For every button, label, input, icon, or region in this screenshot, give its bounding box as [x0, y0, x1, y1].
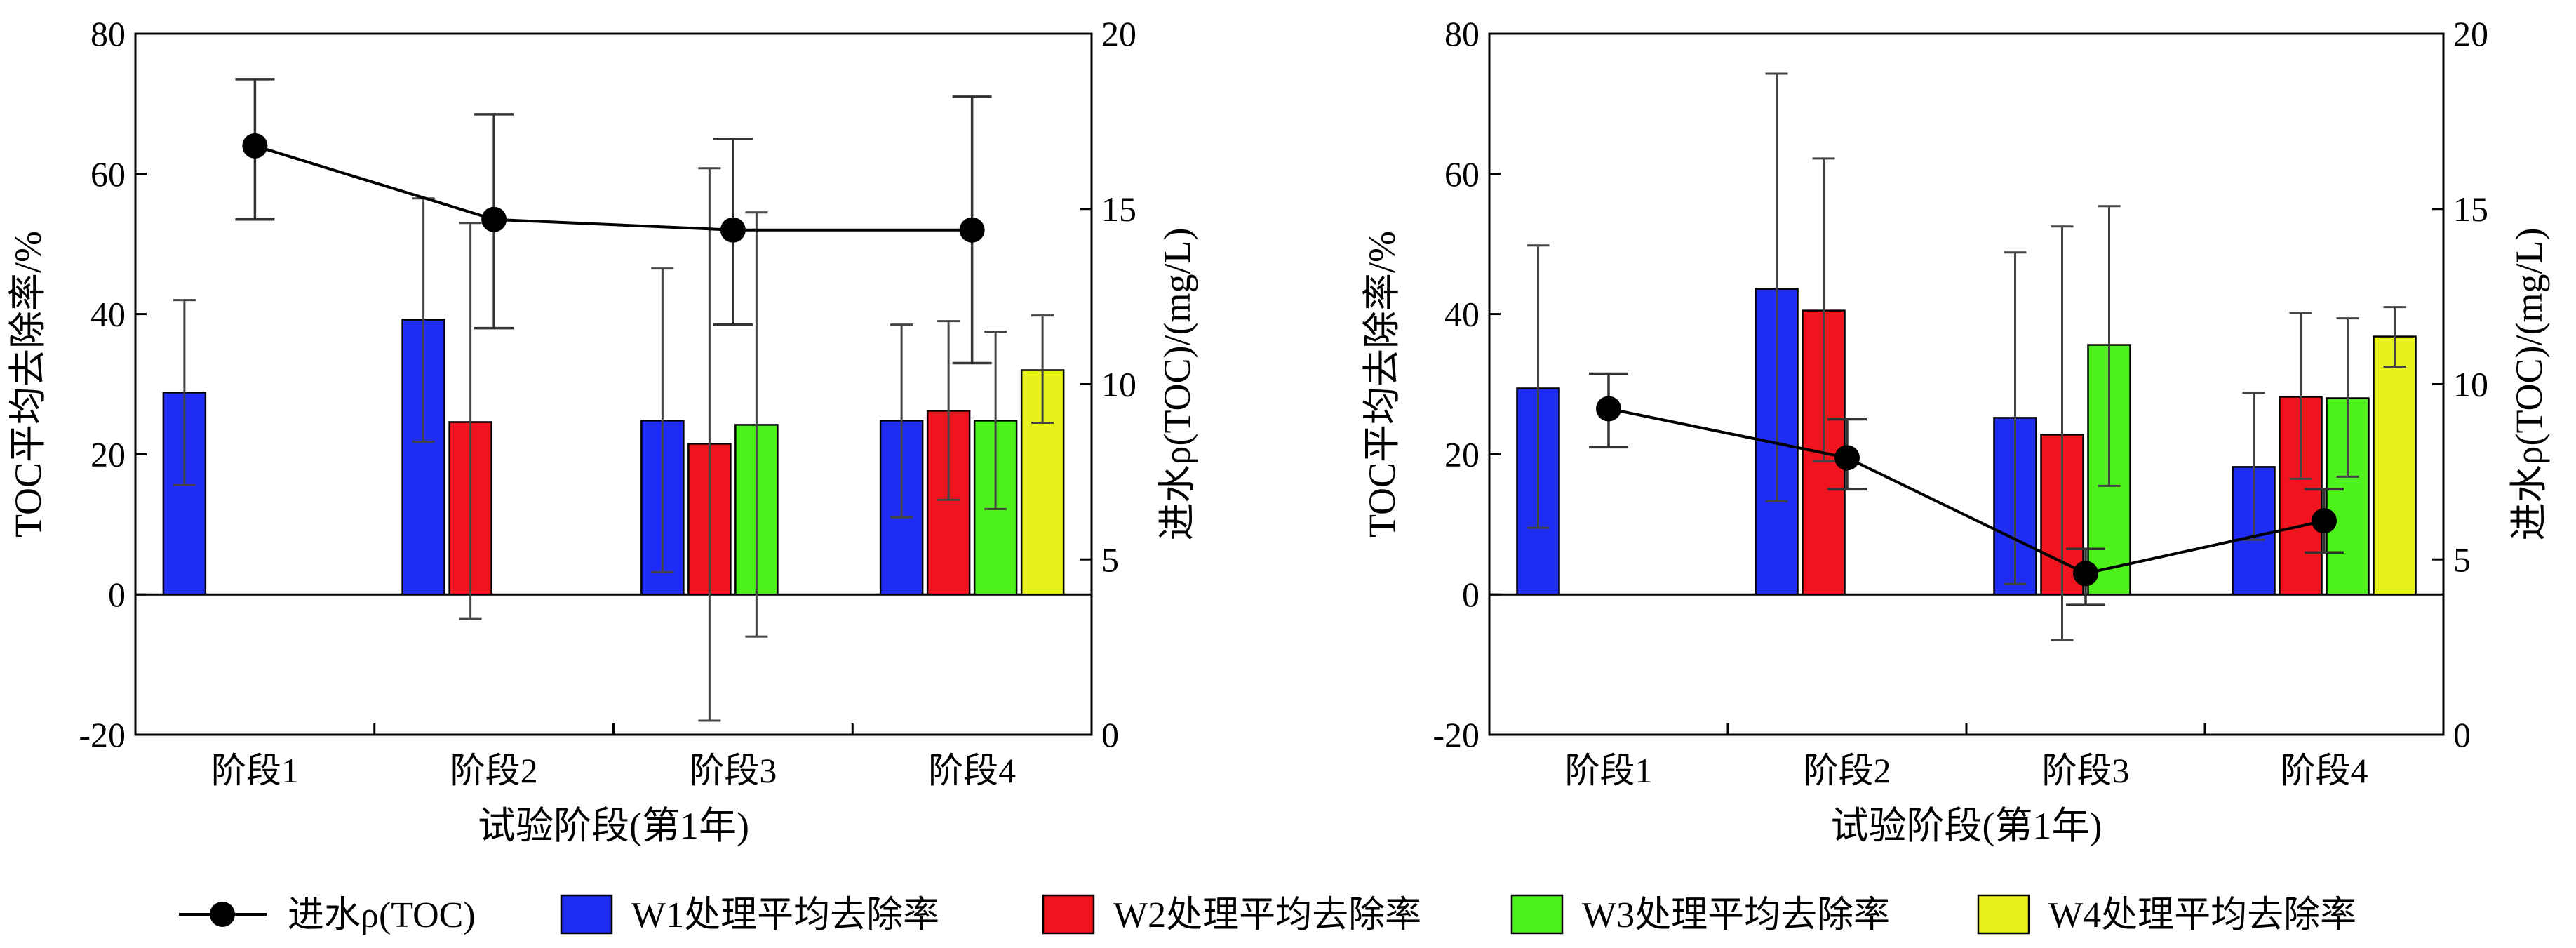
bar-w4 — [2373, 335, 2417, 596]
y-tick-label: 40 — [90, 295, 126, 334]
legend-label: W2处理平均去除率 — [1113, 895, 1421, 935]
legend-line-marker — [210, 902, 235, 927]
y-tick-label: -20 — [1433, 715, 1480, 754]
chart-right: -20 0 20 40 60 80 0 5 10 15 20 阶段1 阶段2 阶段3 阶段4 试验阶段(第1年… — [1361, 14, 2550, 847]
x-tick-label: 阶段3 — [2042, 751, 2130, 790]
legend-swatch-w2 — [1042, 894, 1095, 935]
y2-tick-label: 15 — [1101, 189, 1136, 229]
legend-label: W1处理平均去除率 — [631, 895, 939, 935]
legend-swatch-w1 — [560, 894, 613, 935]
line-point — [720, 217, 746, 243]
y2-tick-label: 0 — [2453, 715, 2471, 754]
y-tick-label: 80 — [1444, 14, 1480, 53]
legend: 进水ρ(TOC) W1处理平均去除率 W2处理平均去除率 W3处理平均去除率 W4处理平… — [179, 894, 2356, 935]
line-point — [959, 217, 985, 243]
chart-left: -20 0 20 40 60 80 0 5 10 15 20 阶段1 阶段2 阶段3 阶段4 试验阶段(第1年… — [7, 14, 1198, 847]
legend-swatch-w4 — [1977, 894, 2030, 935]
y-tick-label: 0 — [1462, 575, 1480, 614]
y2-tick-label: 0 — [1101, 715, 1119, 754]
x-tick-label: 阶段4 — [928, 751, 1016, 790]
y-tick-label: 60 — [90, 154, 126, 194]
y-tick-label: 20 — [1444, 434, 1480, 474]
y2-tick-label: 20 — [1101, 14, 1136, 53]
y-tick-label: 60 — [1444, 154, 1480, 194]
line-point — [481, 206, 507, 232]
legend-label: W4处理平均去除率 — [2048, 895, 2356, 935]
x-axis-label: 试验阶段(第1年) — [478, 805, 749, 847]
line-point — [2073, 561, 2098, 587]
x-tick-label: 阶段2 — [1804, 751, 1891, 790]
y-tick-label: 20 — [90, 434, 126, 474]
y2-tick-label: 10 — [1101, 365, 1136, 404]
line-point — [2312, 508, 2337, 534]
legend-label: 进水ρ(TOC) — [288, 895, 476, 935]
y2-axis-label: 进水ρ(TOC)/(mg/L) — [1156, 228, 1198, 541]
legend-swatch-w3 — [1510, 894, 1564, 935]
legend-label: W3处理平均去除率 — [1582, 895, 1890, 935]
line-point — [242, 133, 268, 159]
y2-tick-label: 10 — [2453, 365, 2488, 404]
y2-tick-label: 5 — [2453, 540, 2471, 579]
y-tick-label: -20 — [79, 715, 126, 754]
y-tick-label: 40 — [1444, 295, 1480, 334]
x-tick-label: 阶段2 — [450, 751, 538, 790]
line-point — [1834, 445, 1860, 471]
y-tick-label: 0 — [108, 575, 126, 614]
y2-axis-label: 进水ρ(TOC)/(mg/L) — [2508, 228, 2550, 541]
y-axis-label: TOC平均去除率/% — [1361, 231, 1403, 538]
x-tick-label: 阶段4 — [2281, 751, 2368, 790]
x-axis-label: 试验阶段(第1年) — [1831, 805, 2102, 847]
y-axis-label: TOC平均去除率/% — [7, 231, 49, 538]
y2-tick-label: 15 — [2453, 189, 2488, 229]
x-tick-label: 阶段1 — [211, 751, 299, 790]
y2-tick-label: 20 — [2453, 14, 2488, 53]
influent-line — [1608, 407, 2325, 575]
x-tick-label: 阶段1 — [1565, 751, 1653, 790]
x-tick-label: 阶段3 — [689, 751, 777, 790]
influent-line — [254, 144, 972, 232]
y-tick-label: 80 — [90, 14, 126, 53]
y2-tick-label: 5 — [1101, 540, 1119, 579]
line-point — [1596, 396, 1621, 422]
